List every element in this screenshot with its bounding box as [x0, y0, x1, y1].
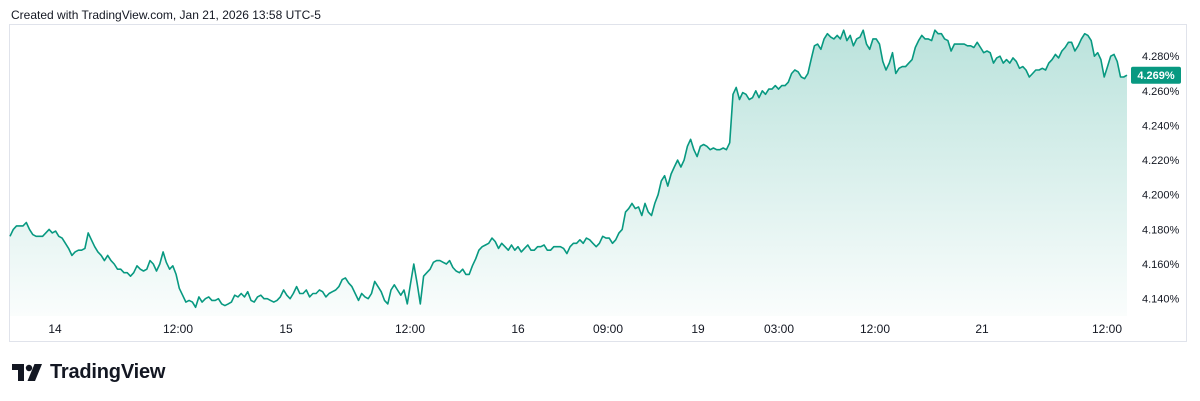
last-value-badge-bg: [1131, 66, 1181, 84]
x-tick-label: 21: [975, 322, 989, 336]
y-tick-label: 4.280%: [1142, 51, 1180, 63]
x-axis: 14 12:00 15 12:00 16 09:00 19 03:00 12:00 21 12:00: [48, 322, 1122, 336]
y-tick-label: 4.240%: [1142, 121, 1180, 133]
x-tick-label: 09:00: [593, 322, 623, 336]
x-tick-label: 19: [691, 322, 705, 336]
series-line: [9, 29, 1128, 309]
tradingview-logo[interactable]: TradingView: [12, 360, 165, 384]
y-tick-label: 4.180%: [1142, 224, 1180, 236]
y-tick-label: 4.200%: [1142, 190, 1180, 202]
last-value-badge: 4.269%: [1131, 66, 1181, 84]
x-tick-label: 16: [511, 322, 525, 336]
brand-name: TradingView: [50, 360, 166, 383]
x-tick-label: 12:00: [395, 322, 425, 336]
area-fill: [10, 30, 1127, 316]
chart-frame: [9, 24, 1187, 342]
last-value-label: 4.269%: [1137, 70, 1175, 82]
x-tick-label: 03:00: [764, 322, 794, 336]
y-axis: 4.140% 4.160% 4.180% 4.200% 4.220% 4.240% 4.26…: [1142, 51, 1180, 306]
x-tick-label: 12:00: [1092, 322, 1122, 336]
y-tick-label: 4.140%: [1142, 294, 1180, 306]
x-tick-label: 12:00: [163, 322, 193, 336]
chart-caption: Created with TradingView.com, Jan 21, 20…: [11, 8, 321, 22]
y-tick-label: 4.160%: [1142, 259, 1180, 271]
x-tick-label: 15: [279, 322, 293, 336]
x-tick-label: 12:00: [860, 322, 890, 336]
x-tick-label: 14: [48, 322, 62, 336]
tradingview-logo-icon: [12, 363, 42, 381]
y-tick-label: 4.220%: [1142, 155, 1180, 167]
y-tick-label: 4.260%: [1142, 86, 1180, 98]
